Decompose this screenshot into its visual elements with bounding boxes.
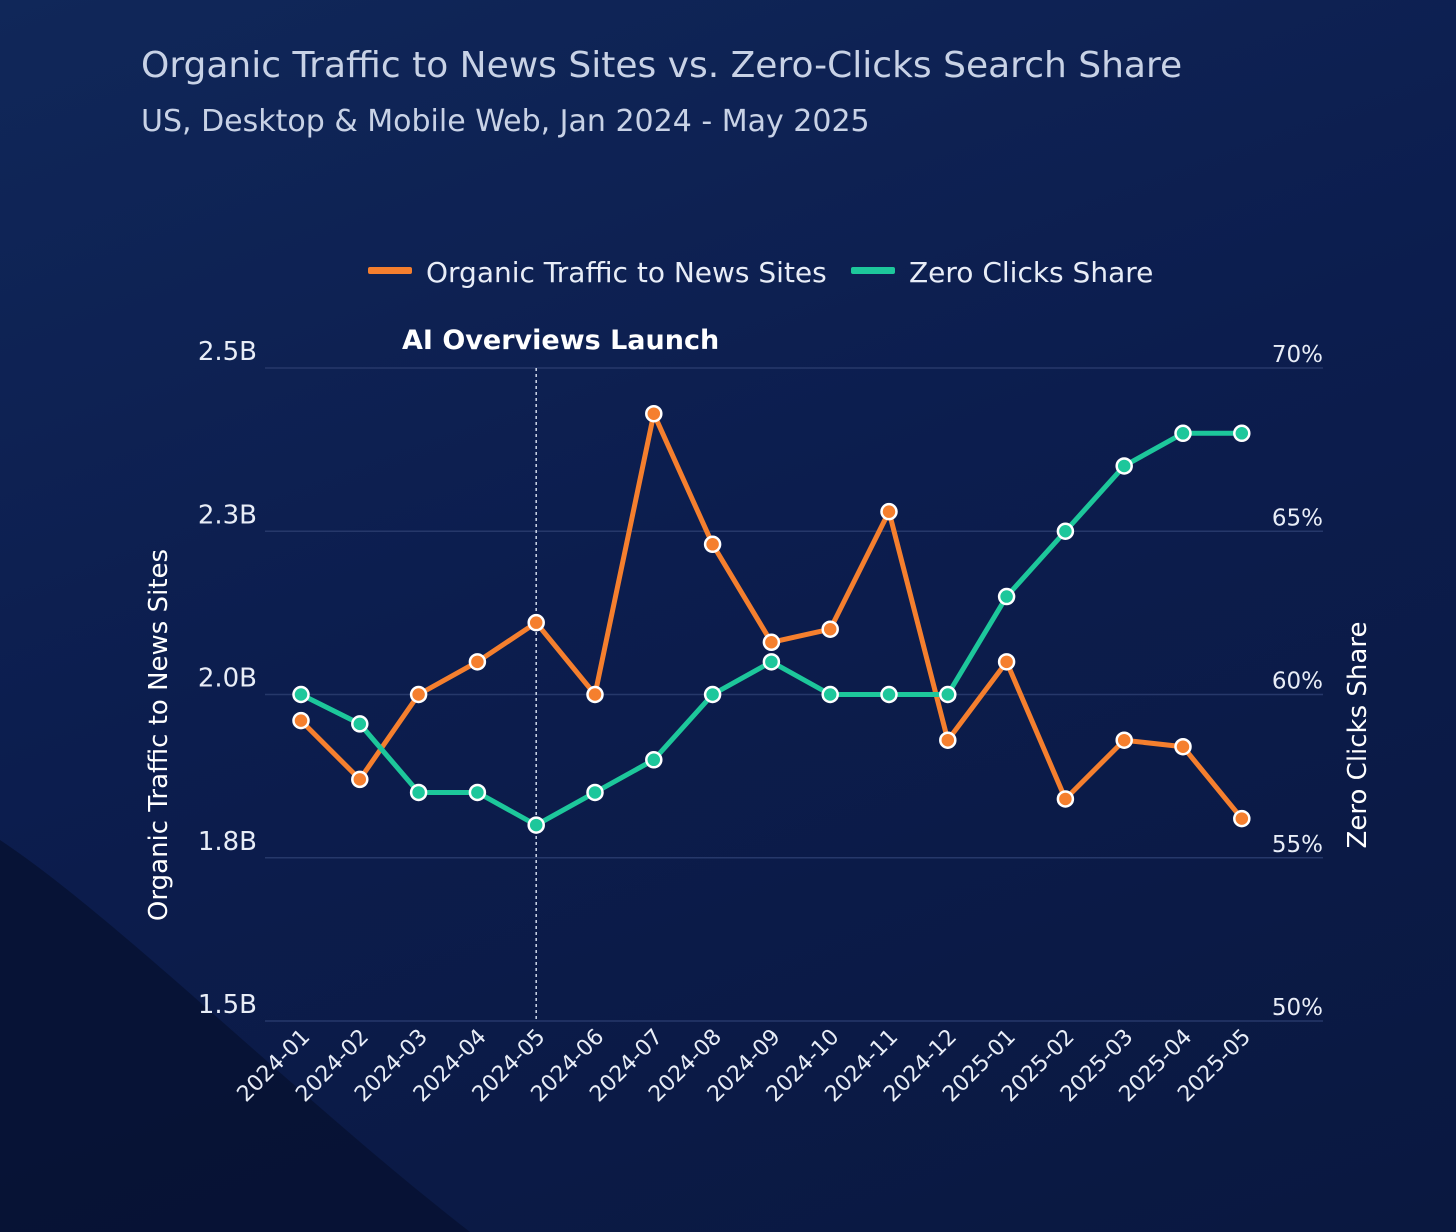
- organic-traffic-point: [351, 770, 369, 789]
- legend-label-zero-clicks: Zero Clicks Share: [909, 256, 1153, 289]
- organic-traffic-point: [645, 404, 663, 423]
- zero-clicks-point: [468, 783, 487, 802]
- zero-clicks-point: [762, 653, 781, 671]
- left-tick-label: 2.3B: [198, 500, 257, 530]
- organic-traffic-point: [1115, 731, 1133, 749]
- organic-traffic-point: [821, 620, 839, 638]
- zero-clicks-point: [1174, 424, 1192, 443]
- legend: Organic Traffic to News Sites Zero Click…: [368, 256, 1153, 289]
- zero-clicks-point: [586, 783, 604, 802]
- organic-traffic-point: [1174, 737, 1192, 756]
- left-tick-label: 1.8B: [198, 827, 257, 857]
- annotation-group: AI Overviews Launch: [402, 325, 719, 1021]
- organic-traffic-point: [939, 731, 957, 749]
- right-tick-label: 50%: [1272, 995, 1323, 1021]
- zero-clicks-point: [292, 685, 310, 704]
- left-axis-ticks: 1.5B 1.8B 2.0B 2.3B 2.5B: [198, 337, 257, 1020]
- zero-clicks-point: [997, 587, 1016, 606]
- gridlines: [265, 367, 1323, 1022]
- right-tick-label: 55%: [1272, 832, 1323, 858]
- right-tick-label: 60%: [1272, 669, 1323, 695]
- right-tick-label: 70%: [1272, 342, 1323, 368]
- zero-clicks-point: [1056, 522, 1075, 540]
- left-tick-label: 2.5B: [198, 337, 257, 367]
- right-axis-label: Zero Clicks Share: [1343, 622, 1373, 849]
- organic-traffic-point: [1056, 790, 1075, 808]
- left-tick-label: 1.5B: [198, 990, 257, 1020]
- legend-swatch-zero-clicks: [851, 267, 895, 274]
- organic-traffic-point: [880, 502, 898, 521]
- chart-title: Organic Traffic to News Sites vs. Zero-C…: [141, 45, 1182, 86]
- organic-traffic-point: [997, 653, 1016, 671]
- zero-clicks-point: [880, 685, 898, 704]
- organic-traffic-line: [298, 411, 1245, 822]
- right-axis-ticks: 50% 55% 60% 65% 70%: [1272, 342, 1323, 1021]
- zero-clicks-point: [1115, 457, 1133, 475]
- zero-clicks-point: [351, 715, 369, 733]
- organic-traffic-point: [292, 711, 310, 730]
- series-layer: [292, 404, 1251, 834]
- ai-overviews-launch-label: AI Overviews Launch: [402, 325, 719, 356]
- zero-clicks-point: [645, 751, 663, 769]
- background-shadow: [0, 840, 470, 1232]
- zero-clicks-point: [939, 685, 957, 704]
- zero-clicks-point: [409, 783, 428, 802]
- x-axis-ticks: 2024-012024-022024-032024-042024-052024-…: [233, 1025, 1256, 1108]
- legend-label-organic-traffic: Organic Traffic to News Sites: [426, 256, 827, 289]
- zero-clicks-point: [527, 816, 545, 834]
- organic-traffic-point: [1233, 809, 1251, 828]
- legend-swatch-organic-traffic: [368, 267, 412, 274]
- zero-clicks-point: [703, 685, 722, 704]
- zero-clicks-point: [1233, 424, 1251, 443]
- organic-traffic-point: [409, 685, 428, 704]
- organic-traffic-point: [468, 653, 487, 671]
- right-tick-label: 65%: [1272, 505, 1323, 531]
- organic-traffic-point: [703, 535, 722, 554]
- left-tick-label: 2.0B: [198, 664, 257, 694]
- organic-traffic-point: [586, 685, 604, 704]
- zero-clicks-point: [821, 685, 839, 704]
- chart-subtitle: US, Desktop & Mobile Web, Jan 2024 - May…: [141, 104, 870, 139]
- organic-traffic-point: [527, 613, 545, 632]
- organic-traffic-point: [762, 633, 781, 652]
- left-axis-label: Organic Traffic to News Sites: [144, 549, 174, 921]
